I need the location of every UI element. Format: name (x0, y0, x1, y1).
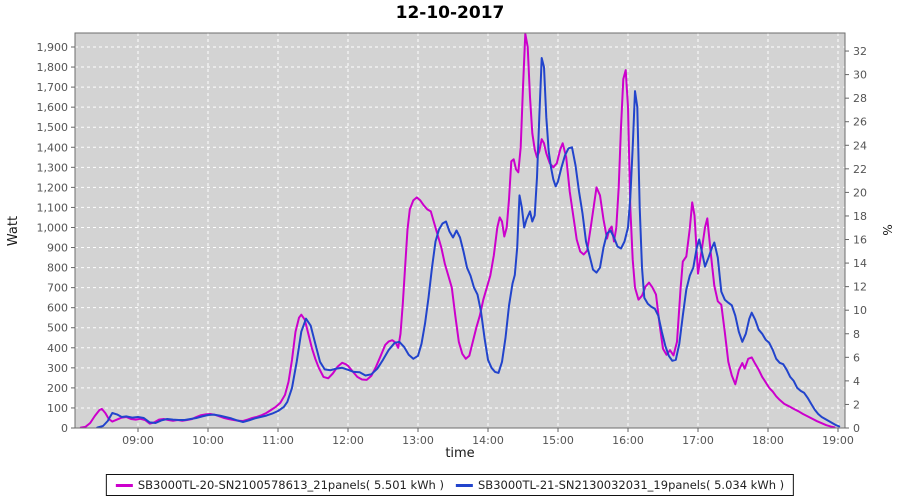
y-left-tick-label: 1,400 (37, 141, 69, 154)
y-left-tick-label: 1,000 (37, 221, 69, 234)
y-left-tick-label: 1,700 (37, 81, 69, 94)
legend-line-swatch-magenta (115, 483, 133, 487)
y-left-tick-label: 1,200 (37, 181, 69, 194)
x-tick-label: 19:00 (822, 434, 854, 447)
legend-label: SB3000TL-20-SN2100578613_21panels( 5.501… (137, 478, 444, 492)
y-right-tick-label: 30 (853, 69, 867, 82)
y-left-tick-label: 1,600 (37, 101, 69, 114)
y-left-tick-label: 700 (47, 282, 68, 295)
y-right-tick-label: 14 (853, 257, 867, 270)
y-left-tick-label: 300 (47, 362, 68, 375)
y-left-tick-label: 200 (47, 382, 68, 395)
y-right-tick-label: 12 (853, 281, 867, 294)
x-tick-label: 11:00 (262, 434, 294, 447)
x-tick-label: 09:00 (122, 434, 154, 447)
y-right-tick-label: 32 (853, 45, 867, 58)
x-tick-label: 10:00 (192, 434, 224, 447)
y-left-tick-label: 800 (47, 262, 68, 275)
y-right-tick-label: 8 (853, 328, 860, 341)
y-right-tick-label: 6 (853, 351, 860, 364)
y-right-tick-label: 0 (853, 422, 860, 435)
legend-item-inverter-20: SB3000TL-20-SN2100578613_21panels( 5.501… (115, 478, 444, 492)
y-axis-left: 0 100 200 300 400 500 600 700 800 900 1,000 1,100 1,… (37, 41, 75, 435)
y-right-tick-label: 22 (853, 163, 867, 176)
y-left-tick-label: 1,300 (37, 161, 69, 174)
y-left-tick-label: 0 (61, 422, 68, 435)
y-left-tick-label: 100 (47, 402, 68, 415)
gridlines (75, 33, 845, 428)
series-lines (79, 33, 841, 428)
y-left-tick-label: 1,100 (37, 201, 69, 214)
y-axis-label-right: % (880, 224, 894, 235)
y-left-tick-label: 400 (47, 342, 68, 355)
plot-border (74, 32, 846, 429)
y-right-tick-label: 18 (853, 210, 867, 223)
y-right-tick-label: 10 (853, 304, 867, 317)
legend-item-inverter-21: SB3000TL-21-SN2130032031_19panels( 5.034… (456, 478, 784, 492)
chart-title: 12-10-2017 (395, 3, 505, 23)
plot-area (75, 33, 845, 428)
y-right-tick-label: 26 (853, 116, 867, 129)
y-right-tick-label: 28 (853, 92, 867, 105)
y-axis-label-left: Watt (6, 216, 21, 246)
y-right-tick-label: 2 (853, 398, 860, 411)
legend-line-swatch-blue (456, 483, 473, 487)
y-right-tick-label: 16 (853, 234, 867, 247)
y-left-tick-label: 1,900 (37, 41, 69, 54)
y-left-tick-label: 1,800 (37, 61, 69, 74)
y-left-tick-label: 600 (47, 302, 68, 315)
x-tick-label: 18:00 (752, 434, 784, 447)
x-tick-label: 15:00 (542, 434, 574, 447)
legend-label: SB3000TL-21-SN2130032031_19panels( 5.034… (478, 478, 785, 492)
x-tick-label: 17:00 (682, 434, 714, 447)
x-tick-label: 14:00 (472, 434, 504, 447)
y-left-tick-label: 1,500 (37, 121, 69, 134)
x-tick-label: 16:00 (612, 434, 644, 447)
y-right-tick-label: 4 (853, 375, 860, 388)
x-tick-label: 13:00 (402, 434, 434, 447)
y-left-tick-label: 900 (47, 242, 68, 255)
x-tick-label: 12:00 (332, 434, 364, 447)
x-axis-label: time (445, 446, 474, 461)
series-line-blue (96, 57, 841, 428)
legend: SB3000TL-20-SN2100578613_21panels( 5.501… (105, 474, 795, 496)
x-axis: 09:00 10:00 11:00 12:00 13:00 14:00 15:00 16:00… (122, 428, 854, 447)
y-right-tick-label: 20 (853, 186, 867, 199)
y-right-tick-label: 24 (853, 139, 867, 152)
y-left-tick-label: 500 (47, 322, 68, 335)
